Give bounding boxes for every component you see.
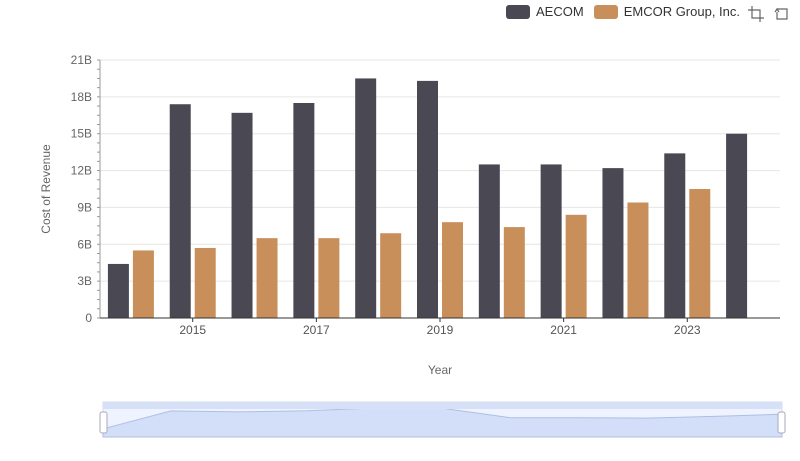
bar-emcor-2017[interactable] (318, 238, 340, 318)
y-tick-label: 9B (77, 200, 92, 214)
bar-emcor-2016[interactable] (256, 238, 278, 318)
legend-item-aecom[interactable]: AECOM (506, 4, 584, 19)
bar-aecom-2022[interactable] (602, 168, 624, 318)
bar-aecom-2017[interactable] (293, 103, 315, 318)
bar-aecom-2021[interactable] (540, 164, 562, 318)
legend: AECOM EMCOR Group, Inc. (506, 4, 740, 19)
legend-item-emcor[interactable]: EMCOR Group, Inc. (593, 4, 740, 19)
axes: 0 3B 6B 9B 12B 15B 18B 21B 2015 2017 2019 2021 2023 (71, 53, 780, 337)
bar-emcor-2018[interactable] (380, 233, 402, 318)
bar-aecom-2020[interactable] (478, 164, 500, 318)
bar-emcor-2023[interactable] (689, 189, 711, 318)
legend-label-emcor: EMCOR Group, Inc. (623, 4, 740, 19)
y-axis-title: Cost of Revenue (39, 144, 53, 234)
x-tick-label: 2019 (427, 323, 454, 337)
x-tick-label: 2017 (303, 323, 330, 337)
y-tick-label: 18B (71, 90, 92, 104)
y-tick-label: 21B (71, 53, 92, 67)
bar-emcor-2014[interactable] (132, 250, 154, 318)
bar-aecom-2015[interactable] (169, 104, 191, 318)
legend-swatch-aecom (506, 4, 531, 19)
restore-icon[interactable] (774, 6, 790, 22)
y-tick-label: 12B (71, 164, 92, 178)
bar-emcor-2019[interactable] (442, 222, 463, 318)
bar-aecom-2014[interactable] (107, 263, 129, 318)
x-axis-title: Year (428, 363, 452, 377)
y-tick-label: 3B (77, 274, 92, 288)
bar-emcor-2015[interactable] (194, 247, 216, 318)
zoom-icon[interactable] (748, 6, 764, 22)
y-tick-label: 15B (71, 127, 92, 141)
bar-aecom-2018[interactable] (355, 78, 377, 318)
legend-swatch-emcor (593, 4, 618, 19)
datazoom-left-handle[interactable] (99, 411, 108, 434)
datazoom-right-handle[interactable] (777, 411, 786, 434)
datazoom-move-handle[interactable] (103, 402, 782, 409)
x-tick-label: 2023 (674, 323, 701, 337)
y-tick-label: 0 (85, 311, 92, 325)
bar-aecom-2016[interactable] (231, 112, 253, 318)
x-tick-label: 2021 (550, 323, 577, 337)
bar-aecom-2023[interactable] (664, 153, 686, 318)
bar-aecom-2024[interactable] (726, 133, 748, 318)
bar-emcor-2021[interactable] (565, 214, 587, 318)
x-tick-label: 2015 (179, 323, 206, 337)
bar-emcor-2020[interactable] (503, 227, 525, 318)
y-tick-label: 6B (77, 237, 92, 251)
datazoom-preview-area (102, 407, 783, 438)
bars (107, 78, 748, 318)
bar-emcor-2022[interactable] (627, 202, 649, 318)
datazoom-slider[interactable] (99, 401, 786, 438)
bar-aecom-2019[interactable] (417, 80, 438, 318)
legend-label-aecom: AECOM (536, 4, 584, 19)
